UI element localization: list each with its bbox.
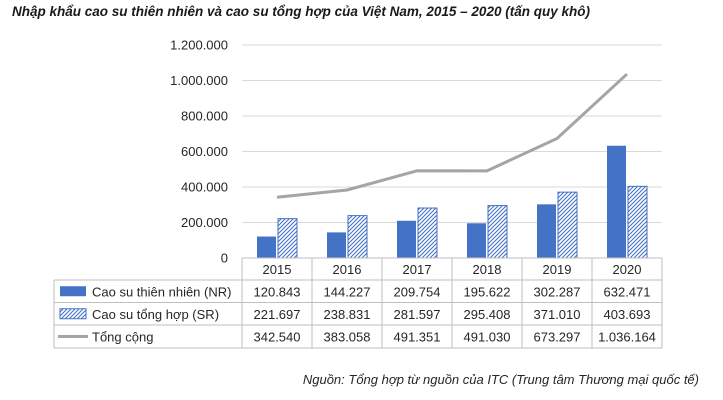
data-label: 144.227: [324, 284, 371, 299]
series-name: Cao su tổng hợp (SR): [92, 307, 219, 322]
x-category-label: 2016: [333, 262, 362, 277]
y-tick-label: 600.000: [181, 144, 228, 159]
bar-synthetic-rubber: [347, 215, 368, 259]
total-line: [276, 72, 629, 199]
bar-synthetic-rubber: [487, 205, 508, 259]
line-total: [276, 72, 629, 199]
bar-natural-rubber: [397, 220, 416, 258]
bar-synthetic-rubber: [277, 218, 298, 259]
bar-natural-rubber: [607, 145, 626, 258]
data-label: 491.030: [464, 330, 511, 345]
chart-title: Nhập khẩu cao su thiên nhiên và cao su t…: [12, 4, 590, 19]
bar-synthetic-rubber: [627, 185, 648, 259]
x-category-label: 2019: [543, 262, 572, 277]
data-label: 491.351: [394, 330, 441, 345]
y-tick-label: 200.000: [181, 215, 228, 230]
series-name: Tổng cộng: [92, 330, 153, 345]
source-note: Nguồn: Tổng hợp từ nguồn của ITC (Trung …: [302, 372, 699, 387]
y-axis-ticks: 0 200.000 400.000 600.000 800.000 1.000.000 1.…: [170, 38, 228, 266]
y-tick-label: 400.000: [181, 180, 228, 195]
bar-synthetic-rubber: [557, 191, 578, 259]
data-label: 281.597: [394, 307, 441, 322]
bar-natural-rubber: [327, 232, 346, 258]
data-label: 302.287: [534, 284, 581, 299]
bar-natural-rubber: [467, 223, 486, 258]
bar-synthetic-rubber: [417, 207, 438, 259]
x-category-label: 2017: [403, 262, 432, 277]
data-label: 673.297: [534, 330, 581, 345]
data-label: 1.036.164: [598, 330, 656, 345]
x-category-label: 2015: [263, 262, 292, 277]
bar-natural-rubber: [257, 236, 276, 258]
legend-key-natural-rubber: [60, 286, 86, 297]
data-table: 2015 2016 2017 2018 2019 2020 Cao su thiên nhi…: [53, 257, 663, 349]
data-label: 120.843: [254, 284, 301, 299]
x-category-label: 2018: [473, 262, 502, 277]
y-tick-label: 0: [221, 251, 228, 266]
y-tick-label: 1.000.000: [170, 73, 228, 88]
y-tick-label: 1.200.000: [170, 38, 228, 53]
data-label: 383.058: [324, 330, 371, 345]
data-label: 238.831: [324, 307, 371, 322]
data-label: 295.408: [464, 307, 511, 322]
data-label: 342.540: [254, 330, 301, 345]
data-label: 209.754: [394, 284, 441, 299]
legend-key-synthetic-rubber: [59, 308, 87, 320]
data-label: 632.471: [604, 284, 651, 299]
data-label: 221.697: [254, 307, 301, 322]
bar-natural-rubber: [537, 204, 556, 258]
bars: [257, 145, 648, 259]
data-label: 195.622: [464, 284, 511, 299]
x-category-label: 2020: [613, 262, 642, 277]
series-name: Cao su thiên nhiên (NR): [92, 284, 231, 299]
data-label: 371.010: [534, 307, 581, 322]
y-tick-label: 800.000: [181, 109, 228, 124]
gridlines: [242, 44, 662, 223]
data-label: 403.693: [604, 307, 651, 322]
